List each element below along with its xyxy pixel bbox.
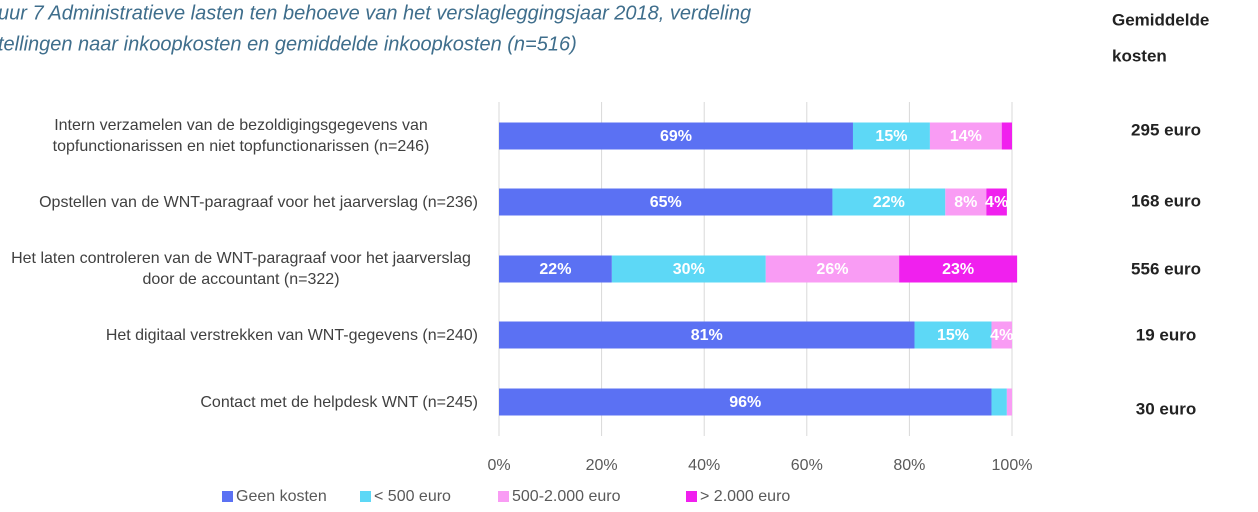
y-tick-label: Opstellen van de WNT-paragraaf voor het … (39, 193, 478, 211)
data-label: 69% (660, 128, 692, 145)
legend-label: 500-2.000 euro (512, 488, 621, 505)
bar-segment (852, 122, 930, 150)
bar-segment (765, 255, 900, 283)
legend-swatch (360, 491, 371, 502)
data-label: 8% (954, 194, 977, 211)
bar-segment (499, 255, 612, 283)
side-header: kosten (1112, 46, 1167, 65)
data-label: 26% (816, 261, 848, 278)
data-label: 81% (691, 327, 723, 344)
bar-segment (832, 188, 946, 216)
data-label: 65% (650, 194, 682, 211)
bar-segment (1006, 388, 1012, 416)
category-label-box: Opstellen van de WNT-paragraaf voor het … (0, 172, 478, 232)
bar-segment (986, 188, 1007, 216)
bar-segment (499, 388, 992, 416)
side-value: 168 euro (1131, 191, 1201, 210)
x-tick-label: 0% (487, 457, 510, 474)
legend-label: Geen kosten (236, 488, 327, 505)
legend-swatch (222, 491, 233, 502)
y-tick-label: Het digitaal verstrekken van WNT-gegeven… (105, 326, 478, 344)
category-label-box: Contact met de helpdesk WNT (n=245) (0, 372, 478, 432)
data-label: 22% (539, 261, 571, 278)
bar-segment (611, 255, 766, 283)
bar-segment (914, 321, 992, 349)
data-label: 22% (873, 194, 905, 211)
x-tick-label: 20% (586, 457, 618, 474)
legend-label: > 2.000 euro (700, 488, 790, 505)
data-label: 96% (729, 394, 761, 411)
bar-segment (991, 321, 1012, 349)
y-tick-label: Contact met de helpdesk WNT (n=245) (200, 393, 478, 411)
side-value: 295 euro (1131, 120, 1201, 139)
x-tick-label: 100% (992, 457, 1033, 474)
data-label: 15% (937, 327, 969, 344)
legend-label: < 500 euro (374, 488, 451, 505)
legend-swatch (498, 491, 509, 502)
chart-title: uur 7 Administratieve lasten ten behoeve… (0, 2, 751, 24)
side-value: 30 euro (1136, 399, 1196, 418)
bar-segment (899, 255, 1018, 283)
bar-segment (929, 122, 1002, 150)
x-tick-label: 80% (893, 457, 925, 474)
side-header: Gemiddelde (1112, 10, 1209, 29)
data-label: 15% (875, 128, 907, 145)
bar-segment (499, 122, 853, 150)
bar-segment (991, 388, 1007, 416)
bar-segment (1001, 122, 1012, 150)
y-tick-label: Intern verzamelen van de bezoldigingsgeg… (52, 117, 430, 155)
category-label-box: Het laten controleren van de WNT-paragra… (0, 239, 478, 299)
data-label: 23% (942, 261, 974, 278)
category-label-box: Intern verzamelen van de bezoldigingsgeg… (0, 106, 478, 166)
bar-segment (499, 188, 833, 216)
bar-segment (499, 321, 915, 349)
legend-swatch (686, 491, 697, 502)
side-value: 556 euro (1131, 259, 1201, 278)
chart-title: tellingen naar inkoopkosten en gemiddeld… (0, 33, 577, 55)
data-label: 4% (985, 194, 1008, 211)
x-tick-label: 60% (791, 457, 823, 474)
data-label: 30% (673, 261, 705, 278)
y-tick-label: Het laten controleren van de WNT-paragra… (11, 250, 471, 288)
data-label: 14% (950, 128, 982, 145)
category-label-box: Het digitaal verstrekken van WNT-gegeven… (0, 305, 478, 365)
data-label: 4% (990, 327, 1013, 344)
bar-segment (945, 188, 987, 216)
side-value: 19 euro (1136, 325, 1196, 344)
x-tick-label: 40% (688, 457, 720, 474)
